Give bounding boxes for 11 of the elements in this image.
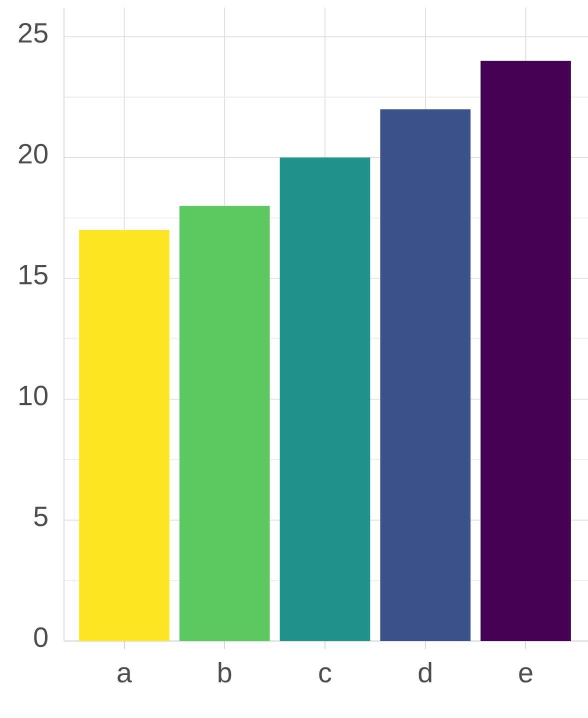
y-tick-label: 5 [34, 506, 48, 526]
x-tick-label: a [117, 667, 132, 683]
y-tick-label: 0 [34, 627, 48, 648]
x-tick-label: d [418, 662, 432, 683]
y-tick-label: 15 [19, 265, 48, 285]
x-tick-label: c [319, 667, 332, 683]
y-tick-label: 25 [18, 22, 48, 43]
y-tick-label: 20 [18, 144, 48, 164]
x-tick-label: e [518, 667, 532, 683]
x-tick-label: b [218, 662, 232, 683]
y-tick-label: 10 [19, 386, 48, 406]
